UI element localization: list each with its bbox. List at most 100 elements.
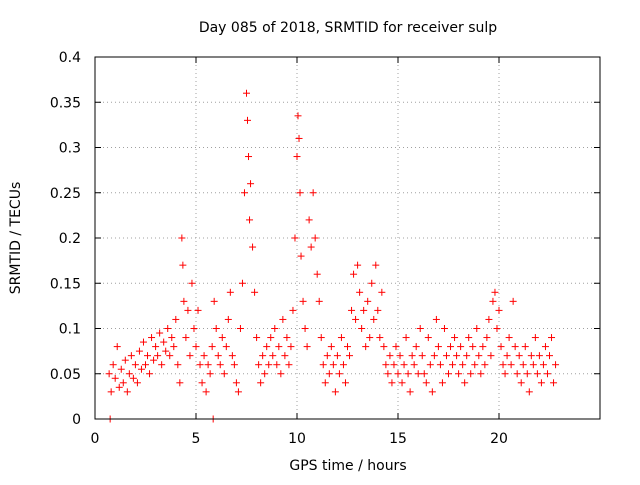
data-point-marker bbox=[493, 325, 501, 332]
y-tick-label: 0.4 bbox=[59, 50, 81, 66]
x-axis-label: GPS time / hours bbox=[289, 458, 406, 474]
data-point-marker bbox=[164, 325, 172, 332]
data-point-marker bbox=[212, 325, 220, 332]
data-point-marker bbox=[451, 334, 459, 342]
data-point-marker bbox=[179, 261, 187, 269]
data-point-marker bbox=[119, 379, 127, 387]
data-point-marker bbox=[515, 352, 523, 360]
data-point-marker bbox=[442, 352, 450, 360]
data-point-marker bbox=[368, 279, 376, 287]
data-point-marker bbox=[249, 243, 257, 251]
data-point-marker bbox=[188, 279, 196, 287]
data-point-marker bbox=[374, 306, 382, 314]
data-point-marker bbox=[115, 383, 123, 391]
data-point-marker bbox=[277, 370, 285, 378]
data-point-marker bbox=[295, 134, 303, 142]
data-point-marker bbox=[541, 343, 549, 351]
data-point-marker bbox=[281, 352, 289, 360]
data-point-marker bbox=[410, 361, 418, 369]
data-point-marker bbox=[297, 252, 305, 260]
data-point-marker bbox=[352, 315, 360, 323]
data-point-marker bbox=[144, 352, 152, 360]
data-point-marker bbox=[406, 388, 414, 396]
data-point-marker bbox=[341, 379, 349, 387]
data-point-marker bbox=[289, 306, 297, 314]
data-point-marker bbox=[370, 315, 378, 323]
data-point-marker bbox=[168, 334, 176, 342]
data-point-marker bbox=[548, 334, 556, 342]
x-tick-labels: 0 5 10 15 20 bbox=[91, 431, 508, 447]
y-tick-label: 0.1 bbox=[59, 322, 81, 338]
data-point-marker bbox=[533, 370, 541, 378]
data-point-marker bbox=[473, 325, 481, 332]
data-point-marker bbox=[194, 306, 202, 314]
data-point-marker bbox=[129, 374, 137, 382]
data-point-marker bbox=[382, 361, 390, 369]
data-point-marker bbox=[503, 352, 511, 360]
data-point-marker bbox=[162, 347, 170, 355]
data-point-marker bbox=[244, 116, 252, 124]
data-point-marker bbox=[416, 325, 424, 332]
data-point-marker bbox=[137, 365, 145, 373]
data-point-marker bbox=[481, 361, 489, 369]
data-point-marker bbox=[234, 388, 242, 396]
data-point-marker bbox=[497, 343, 505, 351]
data-point-marker bbox=[172, 315, 180, 323]
data-point-marker bbox=[123, 388, 131, 396]
data-point-marker bbox=[511, 343, 519, 351]
data-point-marker bbox=[329, 361, 337, 369]
data-point-marker bbox=[344, 343, 351, 351]
data-point-marker bbox=[333, 352, 341, 360]
data-point-marker bbox=[402, 334, 410, 342]
data-point-marker bbox=[176, 379, 184, 387]
data-point-marker bbox=[519, 361, 527, 369]
data-point-marker bbox=[105, 370, 113, 378]
data-point-marker bbox=[127, 352, 135, 360]
y-tick-label: 0.3 bbox=[59, 141, 81, 157]
data-point-marker bbox=[228, 352, 236, 360]
data-point-marker bbox=[438, 379, 446, 387]
data-point-marker bbox=[279, 315, 287, 323]
data-point-marker bbox=[436, 361, 444, 369]
data-point-marker bbox=[285, 361, 293, 369]
data-point-marker bbox=[398, 379, 406, 387]
data-point-marker bbox=[531, 334, 539, 342]
data-point-marker bbox=[214, 352, 222, 360]
data-point-marker bbox=[546, 352, 553, 360]
data-point-marker bbox=[467, 370, 475, 378]
y-tick-label: 0.35 bbox=[50, 95, 81, 111]
data-point-marker bbox=[489, 297, 497, 305]
data-point-marker bbox=[150, 356, 158, 364]
y-tick-label: 0.15 bbox=[50, 276, 81, 292]
data-point-marker bbox=[527, 352, 535, 360]
data-point-marker bbox=[390, 361, 398, 369]
data-point-marker bbox=[384, 370, 392, 378]
data-point-marker bbox=[543, 370, 551, 378]
data-point-marker bbox=[350, 270, 358, 278]
data-point-marker bbox=[495, 306, 503, 314]
data-point-marker bbox=[109, 361, 117, 369]
data-point-marker bbox=[160, 338, 168, 346]
data-point-marker bbox=[198, 379, 206, 387]
data-point-marker bbox=[378, 288, 386, 296]
data-point-marker bbox=[192, 343, 200, 351]
data-point-marker bbox=[139, 338, 147, 346]
data-point-marker bbox=[265, 361, 273, 369]
data-point-marker bbox=[529, 361, 537, 369]
data-point-marker bbox=[517, 379, 525, 387]
data-point-marker bbox=[509, 297, 517, 305]
data-point-marker bbox=[461, 379, 469, 387]
data-point-marker bbox=[133, 379, 141, 387]
data-point-marker bbox=[311, 234, 319, 242]
data-point-marker bbox=[552, 361, 560, 369]
data-point-marker bbox=[296, 189, 304, 197]
data-point-marker bbox=[247, 180, 255, 188]
data-point-marker bbox=[487, 352, 495, 360]
data-point-marker bbox=[315, 297, 323, 305]
data-point-marker bbox=[283, 334, 291, 342]
data-point-marker bbox=[386, 352, 394, 360]
data-point-marker bbox=[257, 379, 265, 387]
data-point-marker bbox=[255, 361, 263, 369]
data-point-marker bbox=[394, 370, 402, 378]
